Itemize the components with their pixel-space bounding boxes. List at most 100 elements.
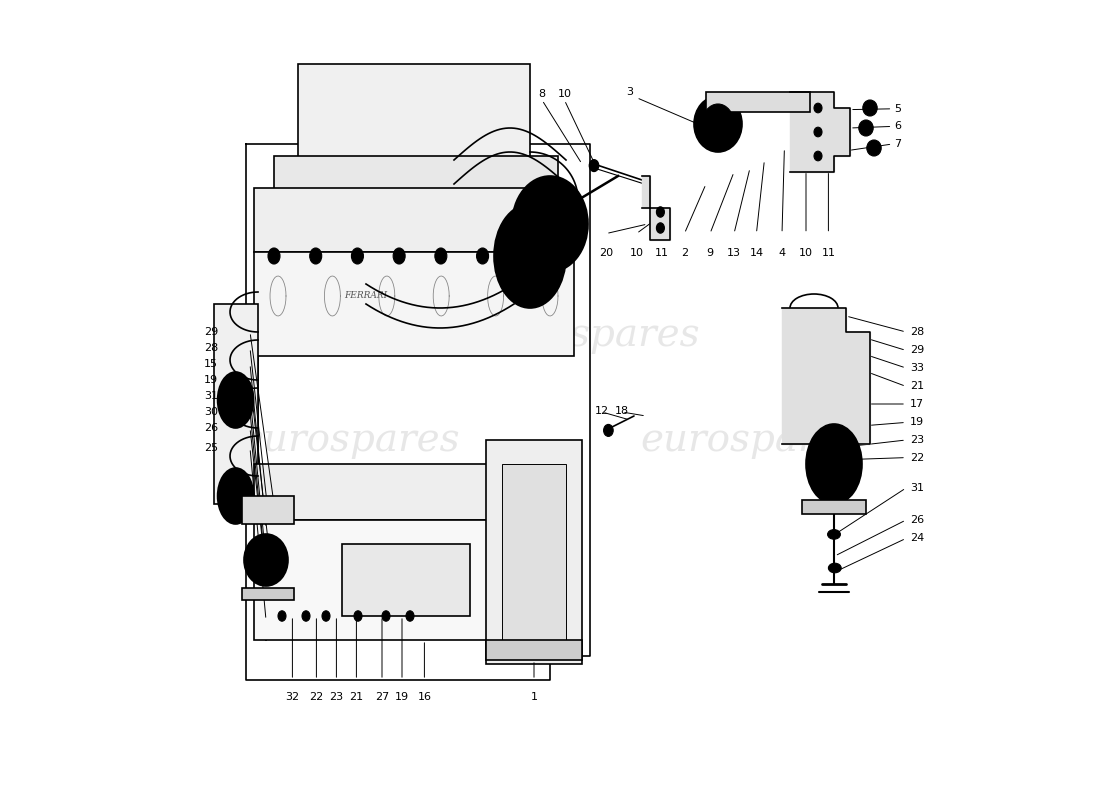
Polygon shape [782, 308, 870, 444]
Text: 9: 9 [706, 248, 714, 258]
Text: 20: 20 [598, 248, 613, 258]
Ellipse shape [825, 452, 843, 476]
Ellipse shape [702, 104, 734, 144]
Ellipse shape [590, 160, 598, 172]
Ellipse shape [512, 176, 588, 272]
Text: 19: 19 [395, 692, 409, 702]
Text: 19: 19 [910, 418, 924, 427]
Ellipse shape [255, 547, 277, 573]
Ellipse shape [862, 100, 877, 116]
Polygon shape [642, 176, 670, 240]
Text: 24: 24 [910, 534, 924, 543]
Polygon shape [246, 144, 590, 680]
Ellipse shape [815, 437, 854, 491]
Ellipse shape [520, 198, 580, 258]
Text: 6: 6 [894, 122, 901, 131]
Text: 22: 22 [309, 692, 323, 702]
Ellipse shape [322, 611, 330, 621]
Text: 25: 25 [204, 443, 218, 453]
Text: 19: 19 [204, 375, 218, 385]
Text: eurospares: eurospares [481, 318, 700, 354]
Ellipse shape [828, 563, 842, 573]
Ellipse shape [502, 216, 558, 296]
Ellipse shape [657, 222, 664, 233]
Text: 10: 10 [629, 248, 644, 258]
Bar [242, 496, 294, 524]
Polygon shape [790, 92, 850, 172]
Ellipse shape [354, 611, 362, 621]
Text: 33: 33 [910, 363, 924, 373]
Text: 23: 23 [910, 435, 924, 445]
Bar [802, 500, 866, 514]
Bar [254, 464, 574, 520]
Text: 8: 8 [538, 90, 546, 99]
Ellipse shape [867, 140, 881, 156]
Text: 14: 14 [749, 248, 763, 258]
Text: 30: 30 [204, 407, 218, 417]
Bar [298, 64, 530, 160]
Ellipse shape [278, 611, 286, 621]
Text: 32: 32 [285, 692, 299, 702]
Bar [706, 92, 810, 112]
Text: 31: 31 [204, 391, 218, 401]
Text: eurospares: eurospares [240, 422, 460, 458]
Text: eurospares: eurospares [640, 422, 860, 458]
Text: 22: 22 [910, 453, 924, 462]
Text: 1: 1 [530, 692, 538, 702]
Ellipse shape [604, 424, 613, 437]
Ellipse shape [494, 204, 566, 308]
Text: 31: 31 [910, 483, 924, 493]
Text: 4: 4 [779, 248, 785, 258]
Ellipse shape [310, 248, 321, 264]
Ellipse shape [268, 248, 280, 264]
Text: 15: 15 [204, 359, 218, 369]
Ellipse shape [476, 248, 488, 264]
Bar [274, 156, 558, 192]
Text: 21: 21 [910, 382, 924, 391]
Ellipse shape [859, 120, 873, 136]
Bar [342, 544, 470, 616]
Text: 16: 16 [417, 692, 431, 702]
Text: 26: 26 [910, 515, 924, 525]
Bar [486, 440, 582, 664]
Text: 28: 28 [910, 327, 924, 337]
Text: 5: 5 [894, 104, 901, 114]
Ellipse shape [434, 248, 447, 264]
Text: 23: 23 [329, 692, 343, 702]
Ellipse shape [351, 248, 363, 264]
Bar [214, 304, 258, 504]
Text: 2: 2 [681, 248, 688, 258]
Text: 3: 3 [627, 87, 634, 97]
Bar [502, 464, 566, 640]
Ellipse shape [218, 372, 254, 428]
Ellipse shape [806, 424, 862, 504]
Ellipse shape [560, 248, 572, 264]
Ellipse shape [244, 534, 288, 586]
Ellipse shape [814, 103, 822, 113]
Ellipse shape [827, 530, 840, 539]
Text: 29: 29 [204, 327, 218, 337]
Bar [254, 520, 574, 640]
Text: 13: 13 [727, 248, 741, 258]
Text: 12: 12 [595, 406, 609, 416]
Text: 18: 18 [615, 406, 629, 416]
Bar [486, 640, 582, 660]
Ellipse shape [814, 151, 822, 161]
Ellipse shape [393, 248, 405, 264]
Bar [242, 588, 294, 600]
Text: 21: 21 [350, 692, 363, 702]
Ellipse shape [518, 248, 530, 264]
Ellipse shape [814, 127, 822, 137]
Text: FERRARI: FERRARI [344, 291, 387, 301]
Text: 26: 26 [204, 423, 218, 433]
Text: 27: 27 [375, 692, 389, 702]
Ellipse shape [657, 206, 664, 218]
Text: 7: 7 [894, 139, 901, 149]
Text: 10: 10 [799, 248, 813, 258]
Text: 11: 11 [822, 248, 835, 258]
Ellipse shape [218, 468, 254, 524]
Ellipse shape [694, 96, 743, 152]
Bar [254, 188, 574, 252]
Bar [254, 252, 574, 356]
Text: 11: 11 [654, 248, 669, 258]
